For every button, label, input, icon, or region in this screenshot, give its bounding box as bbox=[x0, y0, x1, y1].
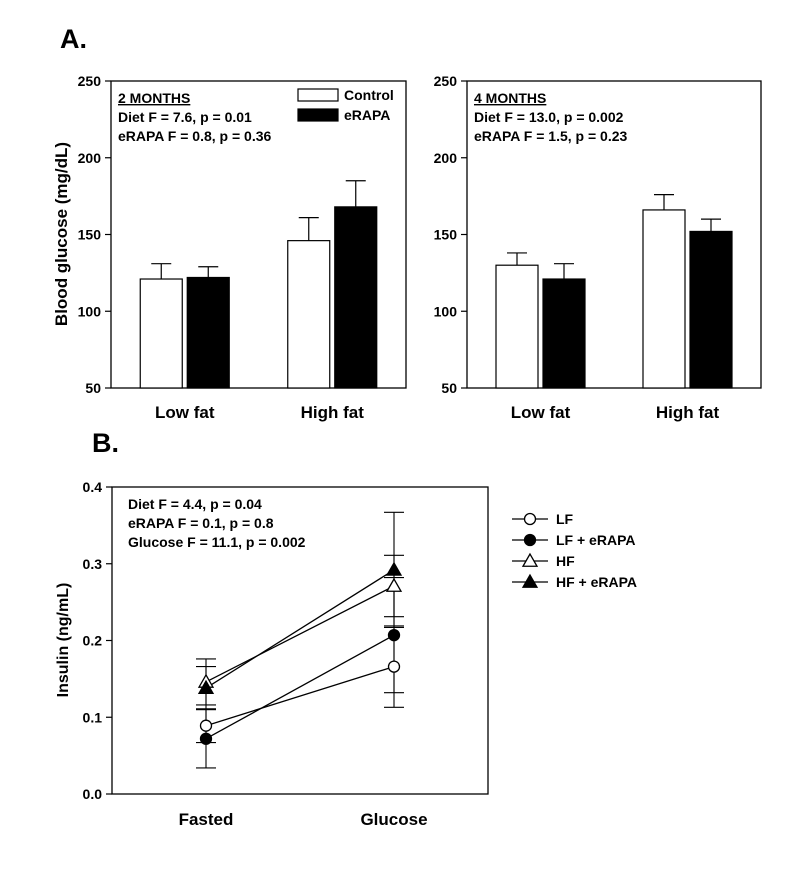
legend: LF LF + eRAPA HF HF + eRAPA bbox=[512, 511, 637, 590]
x-tick-label: Fasted bbox=[179, 810, 234, 829]
chart-title: 2 MONTHS bbox=[118, 90, 190, 106]
legend-swatch-erapa bbox=[297, 108, 339, 122]
stat-annotation-3: Glucose F = 11.1, p = 0.002 bbox=[128, 534, 306, 550]
bar-erapa-low-fat bbox=[542, 278, 586, 389]
legend-label-control: Control bbox=[344, 87, 394, 103]
legend-marker-lf-erapa bbox=[523, 533, 537, 547]
y-tick-label: 50 bbox=[441, 380, 457, 396]
bar-control-low-fat bbox=[139, 278, 183, 389]
x-tick-label: Glucose bbox=[360, 810, 427, 829]
y-tick-label: 0.3 bbox=[83, 556, 103, 572]
bar-erapa-high-fat bbox=[689, 230, 733, 389]
y-tick-label: 0.2 bbox=[83, 633, 103, 649]
legend-label-hf: HF bbox=[556, 553, 575, 569]
data-point-lf bbox=[387, 660, 401, 673]
stat-annotation-2: eRAPA F = 1.5, p = 0.23 bbox=[474, 128, 628, 144]
panel-b-insulin-chart: 0.0 0.1 0.2 0.3 0.4 Fasted Glucose Diet F = 4… bbox=[55, 479, 637, 829]
x-tick-label: High fat bbox=[301, 403, 365, 422]
data-point-lf bbox=[199, 719, 213, 732]
legend-label-hf-erapa: HF + eRAPA bbox=[556, 574, 637, 590]
y-tick-label: 0.0 bbox=[83, 786, 103, 802]
bar-group bbox=[495, 193, 733, 389]
stat-annotation-1: Diet F = 13.0, p = 0.002 bbox=[474, 109, 624, 125]
data-point-hf-erapa bbox=[385, 561, 403, 576]
x-axis-labels: Low fat High fat bbox=[511, 403, 720, 422]
legend-marker-hf-erapa bbox=[521, 573, 539, 588]
data-point-hf bbox=[385, 577, 403, 592]
panel-label-b: B. bbox=[92, 428, 119, 458]
x-tick-label: Low fat bbox=[155, 403, 215, 422]
data-point-lf-erapa bbox=[199, 732, 213, 745]
y-tick-label: 0.1 bbox=[83, 709, 103, 725]
y-axis-label: Insulin (ng/mL) bbox=[55, 583, 72, 698]
bar-group bbox=[139, 180, 378, 389]
stat-annotation-1: Diet F = 7.6, p = 0.01 bbox=[118, 109, 252, 125]
y-tick-label: 200 bbox=[434, 150, 458, 166]
legend-label-erapa: eRAPA bbox=[344, 107, 390, 123]
y-tick-label: 50 bbox=[85, 380, 101, 396]
legend: Control eRAPA bbox=[297, 87, 394, 123]
y-axis-ticks: 0.0 0.1 0.2 0.3 0.4 bbox=[83, 479, 112, 802]
legend-marker-lf bbox=[523, 512, 537, 526]
y-tick-label: 100 bbox=[78, 303, 102, 319]
stat-annotation-2: eRAPA F = 0.1, p = 0.8 bbox=[128, 515, 274, 531]
x-axis-labels: Fasted Glucose bbox=[179, 810, 428, 829]
panel-label-a: A. bbox=[60, 24, 87, 54]
bar-control-low-fat bbox=[495, 264, 539, 389]
legend-label-lf: LF bbox=[556, 511, 574, 527]
stat-annotation-1: Diet F = 4.4, p = 0.04 bbox=[128, 496, 262, 512]
y-tick-label: 250 bbox=[78, 73, 102, 89]
x-tick-label: High fat bbox=[656, 403, 720, 422]
legend-marker-hf bbox=[521, 552, 539, 567]
legend-label-lf-erapa: LF + eRAPA bbox=[556, 532, 635, 548]
bar-control-high-fat bbox=[287, 240, 331, 389]
y-axis-label: Blood glucose (mg/dL) bbox=[52, 142, 71, 326]
chart-title: 4 MONTHS bbox=[474, 90, 546, 106]
bar-erapa-low-fat bbox=[186, 276, 230, 389]
series-line-lf-erapa bbox=[205, 634, 395, 740]
y-axis-ticks: 50 100 150 200 250 bbox=[434, 73, 467, 396]
y-tick-label: 100 bbox=[434, 303, 458, 319]
series-line-hf-erapa bbox=[205, 569, 395, 689]
y-tick-label: 150 bbox=[78, 227, 102, 243]
series-line-lf bbox=[205, 665, 395, 727]
data-point-lf-erapa bbox=[387, 628, 401, 642]
y-tick-label: 0.4 bbox=[83, 479, 103, 495]
series-lines bbox=[196, 511, 404, 769]
y-tick-label: 200 bbox=[78, 150, 102, 166]
legend-swatch-control bbox=[297, 88, 339, 102]
y-tick-label: 150 bbox=[434, 227, 458, 243]
bar-erapa-high-fat bbox=[334, 206, 378, 389]
x-tick-label: Low fat bbox=[511, 403, 571, 422]
data-point-hf-erapa bbox=[197, 679, 215, 694]
stat-annotation-2: eRAPA F = 0.8, p = 0.36 bbox=[118, 128, 272, 144]
y-axis-ticks: 50 100 150 200 250 bbox=[78, 73, 111, 396]
x-axis-labels: Low fat High fat bbox=[155, 403, 364, 422]
series-line-hf bbox=[205, 585, 395, 683]
y-tick-label: 250 bbox=[434, 73, 458, 89]
bar-control-high-fat bbox=[642, 209, 686, 389]
